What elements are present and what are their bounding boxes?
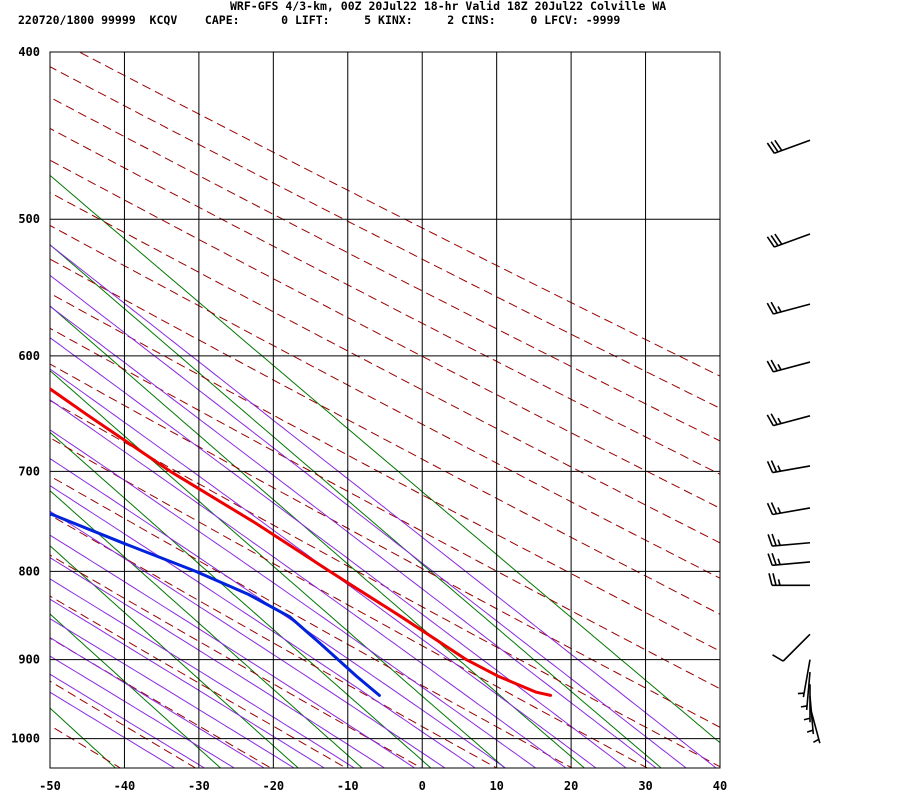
- mixing-ratio-line: [50, 613, 222, 768]
- x-tick-label: 30: [638, 779, 652, 793]
- moist-adiabat: [50, 637, 266, 768]
- wind-barb: [809, 706, 821, 744]
- x-tick-label: 0: [419, 779, 426, 793]
- mixing-ratio-line: [50, 431, 432, 768]
- dry-adiabat: [50, 724, 122, 768]
- wind-barb: [766, 413, 811, 427]
- mixing-ratio-line: [50, 370, 506, 768]
- dry-adiabat: [50, 554, 423, 768]
- x-tick-label: -20: [262, 779, 284, 793]
- moist-adiabat: [50, 691, 176, 768]
- moist-adiabat: [50, 429, 537, 768]
- y-tick-label: 1000: [11, 732, 40, 746]
- y-tick-label: 400: [18, 45, 40, 59]
- chart-title: WRF-GFS 4/3-km, 00Z 20Jul22 18-hr Valid …: [230, 0, 667, 13]
- moist-adiabats: [50, 244, 717, 768]
- dry-adiabat: [50, 292, 720, 652]
- wind-barb: [766, 359, 811, 373]
- moist-adiabat: [50, 399, 567, 768]
- mixing-ratio-line: [50, 545, 299, 768]
- wind-barb: [767, 533, 811, 547]
- moist-adiabat: [50, 305, 657, 768]
- moist-adiabat: [50, 578, 356, 768]
- x-tick-label: -40: [114, 779, 136, 793]
- mixing-ratio-line: [50, 244, 662, 768]
- mixing-ratio-lines: [0, 14, 720, 783]
- wind-barb-column: [766, 139, 821, 744]
- wind-barb: [767, 552, 811, 567]
- y-tick-label: 500: [18, 212, 40, 226]
- x-tick-label: -10: [337, 779, 359, 793]
- mixing-ratio-line: [50, 174, 720, 744]
- moist-adiabat: [50, 510, 446, 768]
- wind-barb: [766, 301, 811, 315]
- wind-barb: [800, 671, 811, 710]
- wind-barb: [766, 139, 811, 155]
- dry-adiabat: [50, 127, 720, 475]
- mixing-ratio-line: [50, 490, 363, 768]
- x-tick-label: -50: [39, 779, 61, 793]
- moist-adiabat: [50, 337, 627, 768]
- dry-adiabat: [50, 191, 720, 544]
- dry-adiabats: [50, 52, 720, 768]
- y-tick-label: 600: [18, 349, 40, 363]
- dry-adiabat: [50, 399, 720, 768]
- temperature-axis: -50 -40 -30 -20 -10 0 10 20 30 40: [39, 779, 727, 793]
- moist-adiabat: [50, 458, 507, 768]
- y-tick-label: 900: [18, 653, 40, 667]
- dry-adiabat: [50, 66, 720, 409]
- x-tick-label: -30: [188, 779, 210, 793]
- x-tick-label: 10: [489, 779, 503, 793]
- station-stats-line: 220720/1800 99999 KCQV CAPE: 0 LIFT: 5 K…: [18, 13, 621, 27]
- y-tick-label: 700: [18, 464, 40, 478]
- dry-adiabat: [50, 258, 720, 615]
- sounding-traces: [50, 387, 553, 697]
- isotherm-grid: [123, 52, 647, 768]
- moist-adiabat: [50, 534, 416, 768]
- plot-frame: [49, 51, 721, 769]
- y-tick-label: 800: [18, 564, 40, 578]
- dry-adiabat: [50, 159, 720, 509]
- moist-adiabat: [50, 598, 326, 768]
- mixing-ratio-line: [0, 14, 25, 783]
- moist-adiabat: [50, 244, 717, 768]
- dry-adiabat: [50, 514, 498, 768]
- dry-adiabat: [50, 437, 649, 768]
- dry-adiabat: [50, 475, 574, 768]
- x-tick-label: 20: [564, 779, 578, 793]
- moist-adiabat: [50, 274, 687, 768]
- dewpoint-trace: [50, 512, 381, 697]
- moist-adiabat: [50, 557, 386, 768]
- wind-barb: [797, 659, 811, 698]
- dry-adiabat: [50, 637, 272, 768]
- wind-barb: [766, 502, 811, 516]
- wind-barb: [766, 460, 811, 474]
- dry-adiabat: [50, 363, 720, 728]
- dry-adiabat: [50, 224, 720, 579]
- mixing-ratio-line: [50, 305, 586, 768]
- wind-barb: [768, 573, 810, 587]
- pressure-axis: 400 500 600 700 800 900 1000: [11, 45, 40, 746]
- wind-barb: [766, 233, 811, 248]
- dry-adiabat: [50, 96, 720, 442]
- moist-adiabat: [50, 673, 206, 768]
- dry-adiabat: [50, 327, 720, 690]
- wind-barb: [772, 633, 811, 662]
- moist-adiabat: [50, 655, 236, 768]
- dry-adiabat: [78, 52, 720, 377]
- temperature-trace: [50, 387, 553, 697]
- moist-adiabat: [50, 618, 296, 768]
- moist-adiabat: [50, 485, 477, 768]
- x-tick-label: 40: [713, 779, 727, 793]
- moist-adiabat: [50, 368, 597, 768]
